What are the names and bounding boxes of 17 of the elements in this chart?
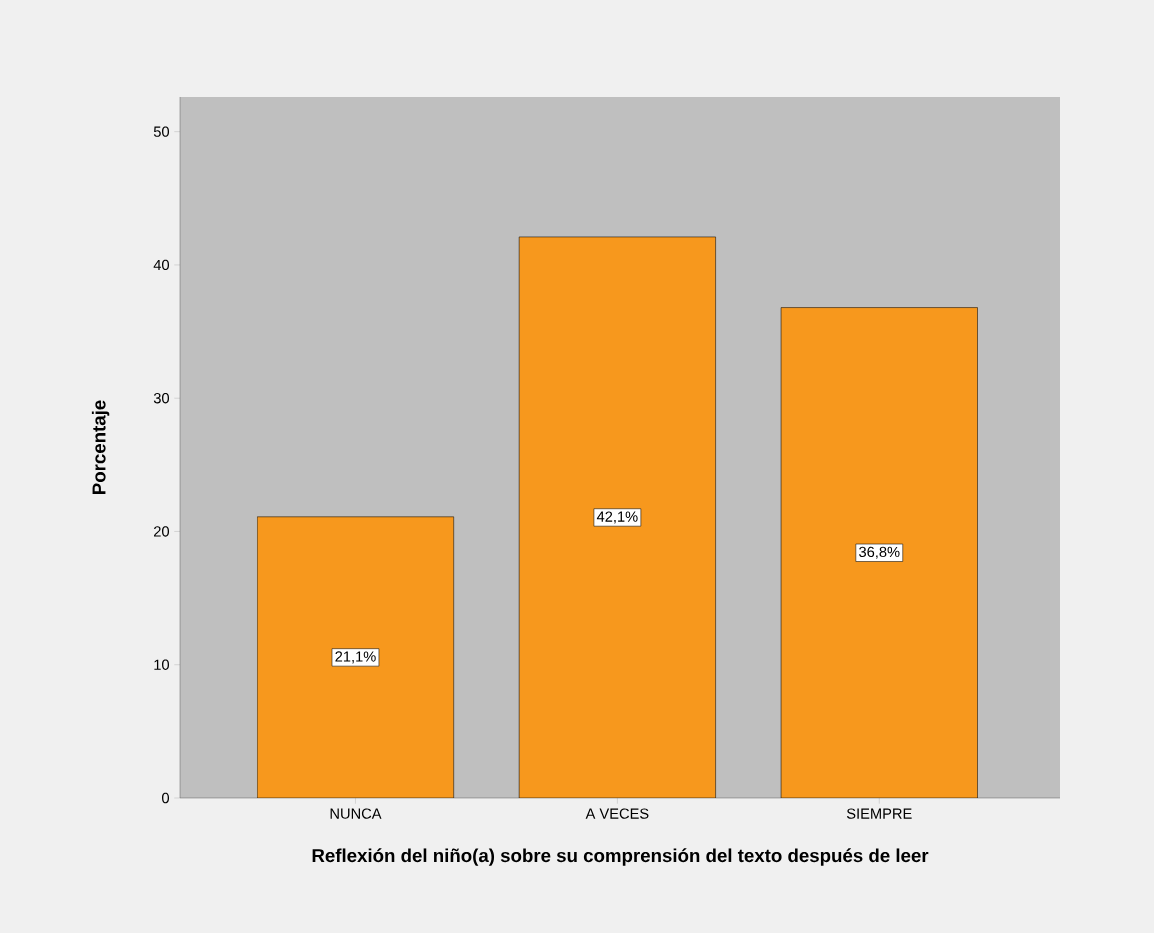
y-tick-label: 40 [153,259,170,271]
data-label: 21,1% [335,651,376,664]
y-tick-label: 10 [154,659,170,670]
x-tick-label: SIEMPRE [846,808,912,819]
y-tick-label: 30 [153,393,170,404]
y-tick-label: 20 [154,526,170,537]
data-label: 36,8% [859,546,900,559]
y-tick-label: 0 [162,792,170,804]
data-label: 42,1% [596,511,638,524]
bar [256,516,454,798]
bar [780,307,978,798]
y-tick-label: 50 [153,126,170,137]
x-tick-label: A VECES [585,808,649,819]
x-axis-title: Reflexión del niño(a) sobre su comprensión del texto después de leer [312,848,929,866]
x-tick-label: NUNCA [330,808,382,819]
bar [518,236,716,798]
y-axis-title: Porcentaje [91,400,110,494]
